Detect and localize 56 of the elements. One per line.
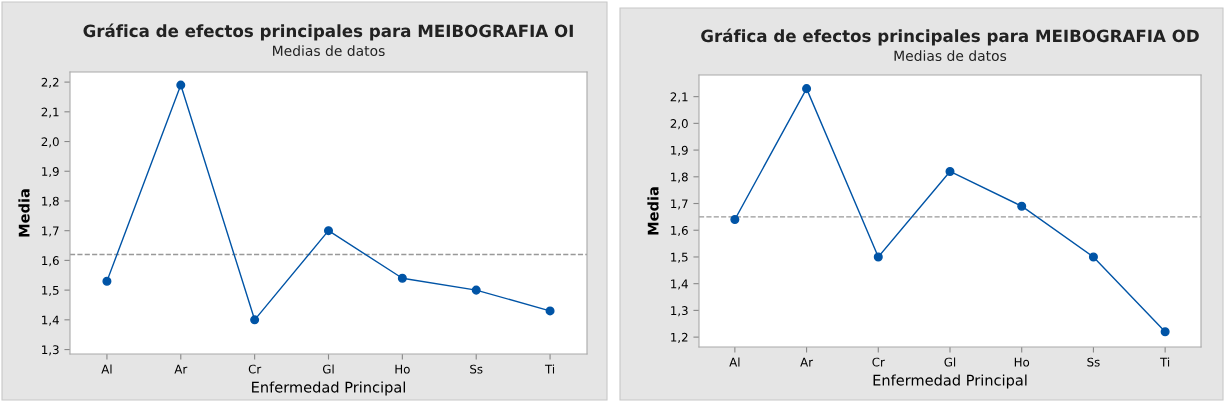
point — [397, 273, 407, 283]
point — [471, 285, 481, 295]
y-tick-label: 2,1 — [670, 92, 688, 103]
point — [802, 84, 812, 94]
y-tick-label: 2,0 — [670, 119, 688, 130]
point — [1160, 327, 1170, 337]
y-tick-label: 1,7 — [42, 226, 59, 237]
y-tick-label: 1,9 — [671, 145, 688, 156]
point — [945, 166, 955, 176]
y-tick-label: 2,1 — [41, 107, 59, 118]
y-tick-label: 1,4 — [671, 279, 688, 290]
point — [730, 215, 740, 225]
y-tick-label: 1,8 — [671, 172, 688, 183]
x-tick-label: Ss — [470, 364, 483, 374]
point — [545, 306, 555, 316]
chart-title: Gráfica de efectos principales para MEIBOGRAFIA OI — [83, 23, 573, 41]
x-tick-label: Al — [101, 364, 112, 374]
x-tick-label: Cr — [248, 364, 262, 374]
y-tick-label: 1,6 — [671, 225, 688, 237]
x-tick-label: Gl — [944, 357, 956, 367]
x-tick-label: Gl — [322, 364, 334, 374]
x-tick-label: Cr — [872, 357, 885, 367]
y-tick-label: 1,8 — [42, 196, 59, 207]
y-tick-label: 2,0 — [41, 137, 59, 148]
chart-subtitle: Medias de datos — [894, 50, 1007, 62]
point — [250, 315, 260, 325]
point — [873, 252, 883, 262]
y-axis-title: Media — [647, 187, 659, 235]
point — [1088, 252, 1098, 262]
y-tick-label: 1,2 — [671, 332, 688, 343]
x-tick-label: Ho — [395, 364, 410, 374]
y-tick-label: 1,9 — [42, 166, 59, 178]
y-tick-label: 1,5 — [671, 252, 688, 263]
chart-subtitle: Medias de datos — [273, 45, 385, 57]
y-tick-label: 1,5 — [42, 285, 59, 296]
y-tick-label: 1,3 — [671, 306, 688, 317]
x-tick-label: Ti — [544, 364, 555, 374]
y-tick-label: 1,7 — [671, 199, 688, 210]
point — [323, 226, 334, 236]
x-tick-label: Ti — [1160, 357, 1170, 367]
x-tick-label: Ar — [174, 364, 188, 374]
y-axis-title: Media — [18, 189, 30, 237]
point — [176, 80, 186, 90]
chart-title: Gráfica de efectos principales para MEIBOGRAFIA OD — [701, 28, 1199, 46]
y-tick-label: 1,3 — [42, 345, 59, 356]
y-tick-label: 1,6 — [42, 256, 59, 267]
x-tick-label: Ho — [1014, 357, 1030, 367]
point — [1017, 201, 1027, 211]
y-tick-label: 2,2 — [41, 77, 59, 88]
x-tick-label: Al — [729, 357, 740, 367]
x-axis-title: Enfermedad Principal — [873, 374, 1027, 389]
x-axis-title: Enfermedad Principal — [252, 381, 405, 396]
x-tick-label: Ss — [1087, 357, 1100, 367]
y-tick-label: 1,4 — [42, 315, 59, 326]
x-tick-label: Ar — [800, 357, 814, 367]
point — [102, 276, 112, 286]
